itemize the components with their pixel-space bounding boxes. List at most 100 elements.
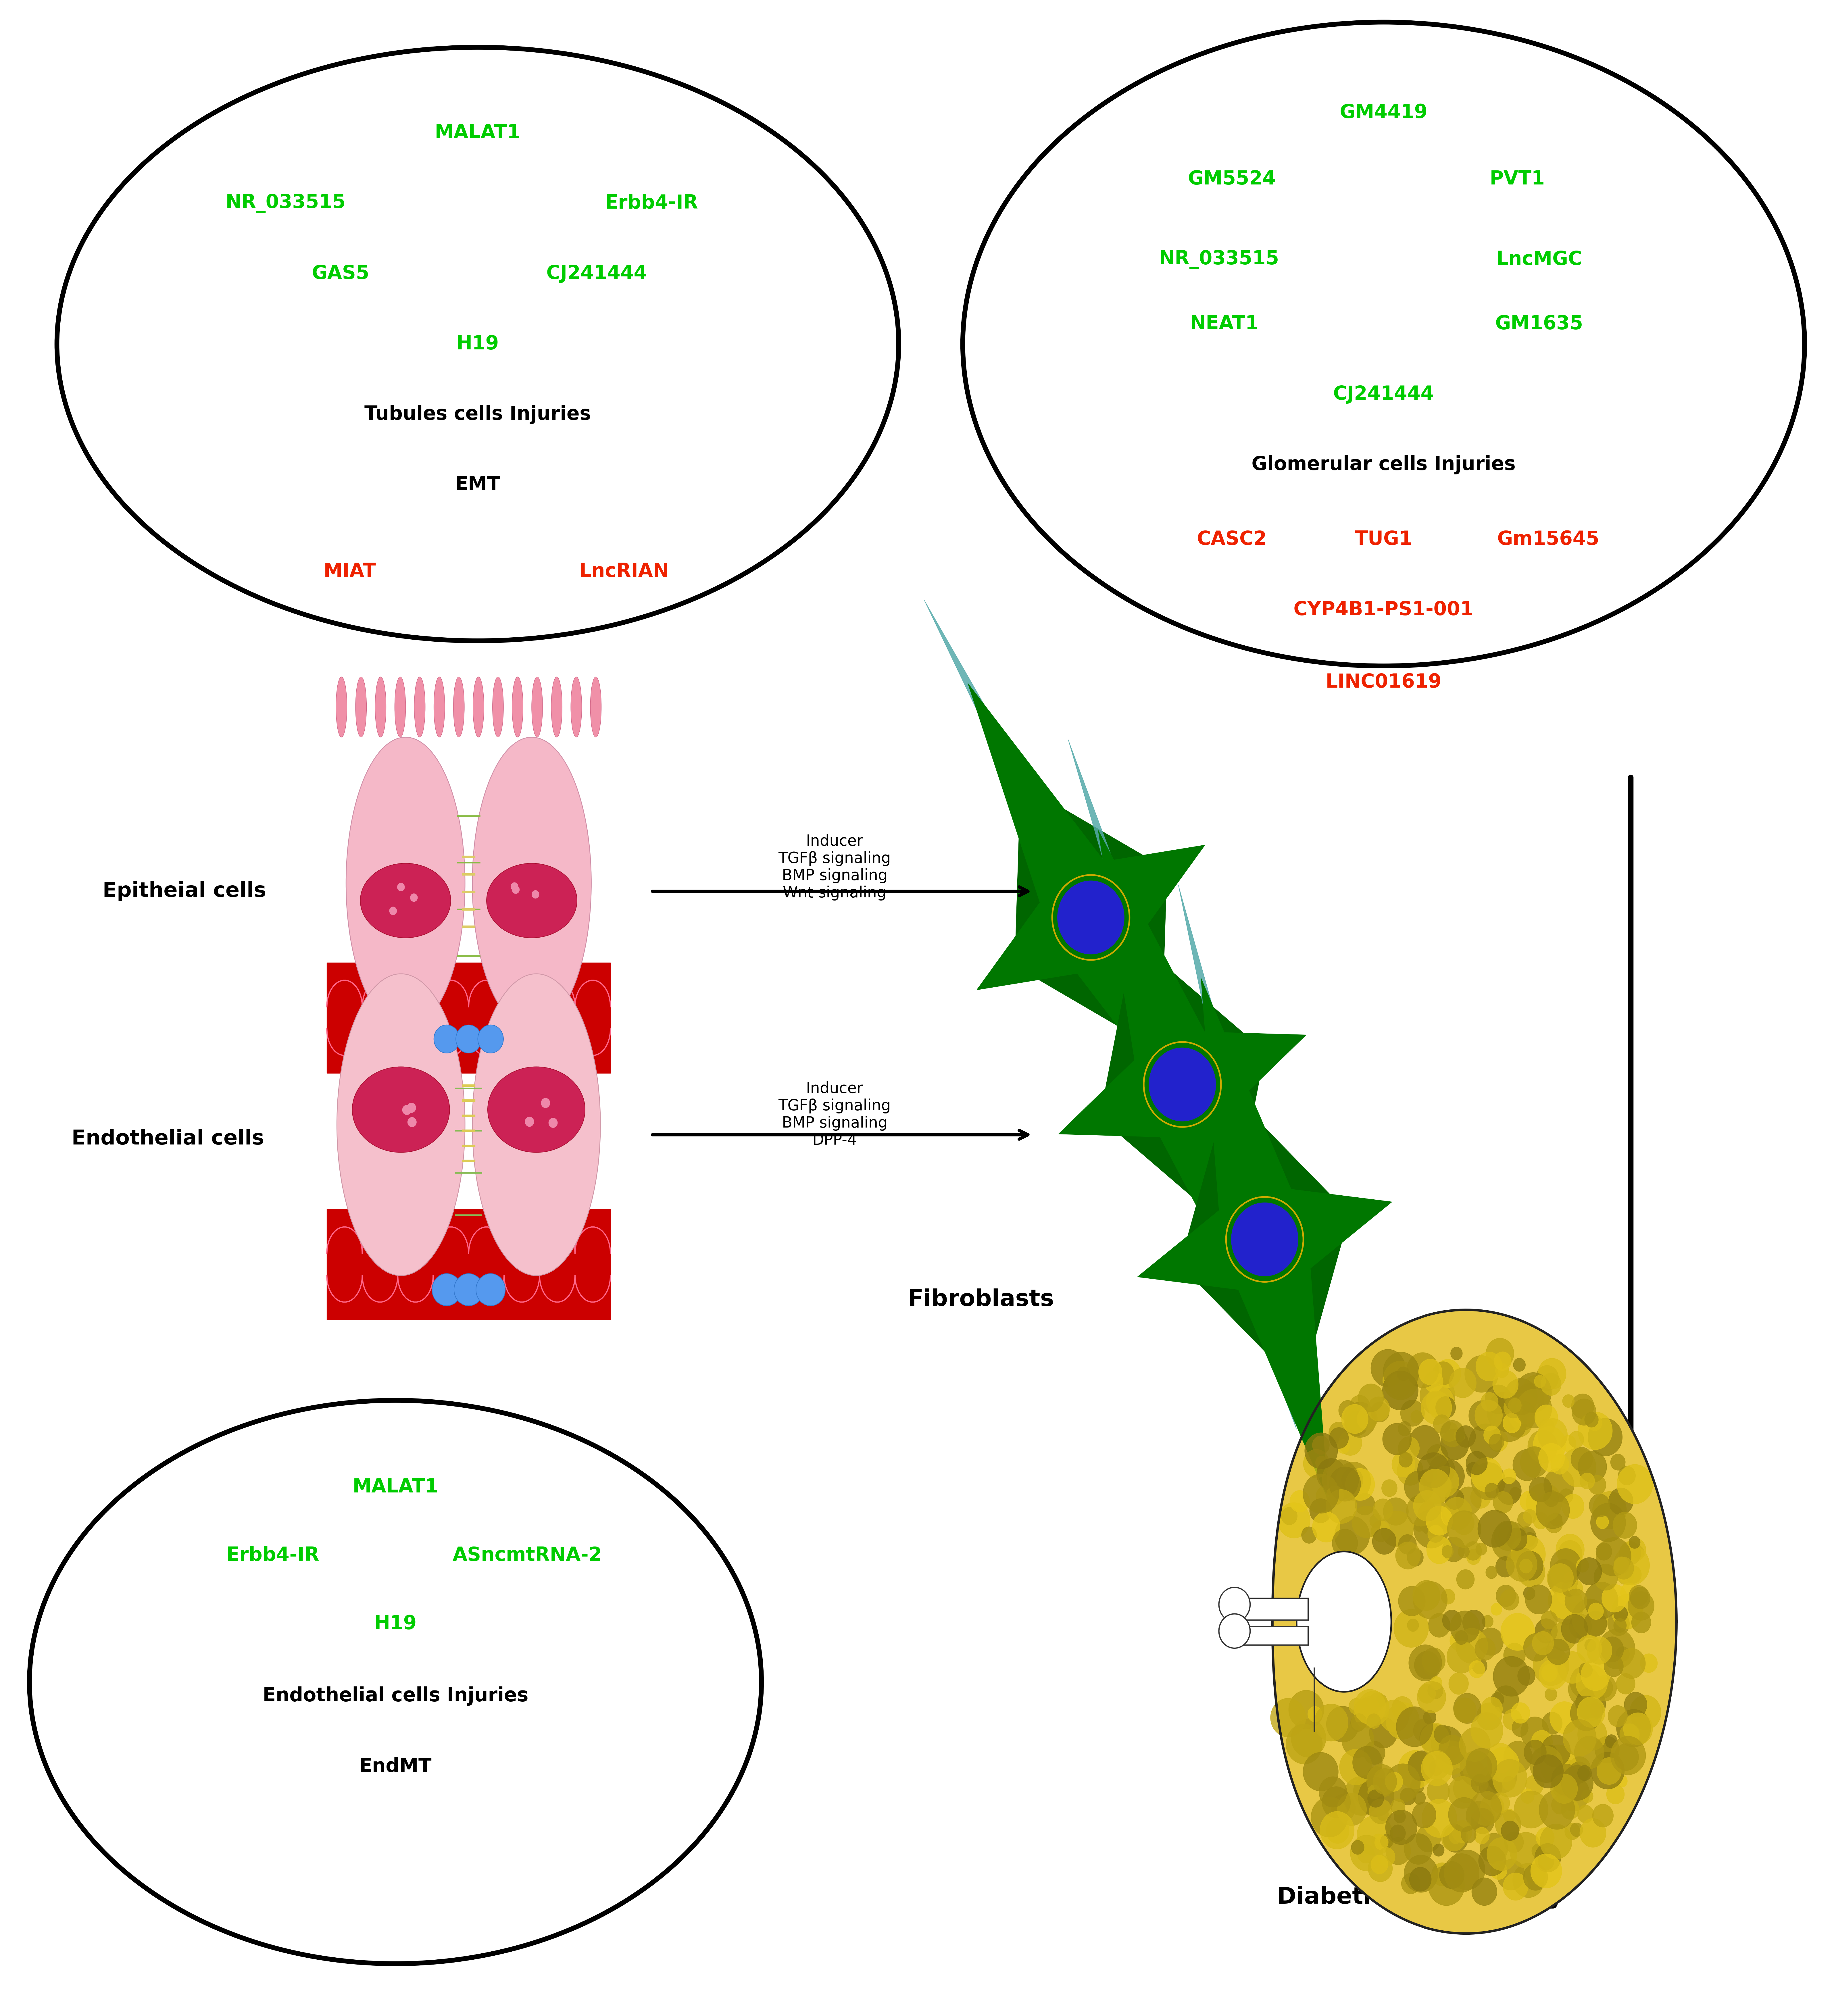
Circle shape — [1427, 1443, 1449, 1468]
Circle shape — [1630, 1695, 1662, 1730]
Circle shape — [1313, 1512, 1341, 1542]
Circle shape — [1326, 1818, 1350, 1843]
Circle shape — [1425, 1468, 1438, 1482]
Circle shape — [1588, 1415, 1601, 1431]
Circle shape — [1366, 1714, 1381, 1728]
Circle shape — [1561, 1435, 1575, 1452]
Circle shape — [1570, 1665, 1599, 1699]
Circle shape — [1148, 1048, 1216, 1121]
Circle shape — [1610, 1736, 1645, 1774]
Ellipse shape — [394, 677, 405, 738]
Circle shape — [1330, 1427, 1348, 1450]
Circle shape — [1436, 1397, 1456, 1419]
Circle shape — [1368, 1766, 1385, 1786]
Circle shape — [1588, 1476, 1607, 1494]
Ellipse shape — [570, 677, 581, 738]
Circle shape — [1398, 1458, 1423, 1486]
Circle shape — [1550, 1548, 1581, 1583]
Circle shape — [1504, 1833, 1524, 1853]
Circle shape — [1487, 1748, 1519, 1782]
Circle shape — [1500, 1589, 1519, 1611]
Circle shape — [1489, 1433, 1504, 1450]
Circle shape — [1550, 1623, 1577, 1651]
Circle shape — [1557, 1776, 1590, 1810]
Text: MALAT1: MALAT1 — [352, 1478, 438, 1496]
Circle shape — [1471, 1462, 1506, 1500]
Circle shape — [1544, 1746, 1557, 1758]
Circle shape — [1520, 1718, 1550, 1748]
Circle shape — [1370, 1855, 1388, 1875]
Circle shape — [1605, 1734, 1618, 1748]
Circle shape — [1570, 1822, 1583, 1837]
Circle shape — [1528, 1429, 1557, 1464]
Ellipse shape — [347, 738, 466, 1028]
Circle shape — [1535, 1375, 1546, 1387]
Circle shape — [1493, 1760, 1528, 1798]
Text: LncRIAN: LncRIAN — [580, 562, 669, 581]
Circle shape — [1533, 1512, 1548, 1528]
Circle shape — [1541, 1744, 1577, 1784]
Circle shape — [1517, 1550, 1542, 1581]
Circle shape — [1608, 1706, 1627, 1728]
Circle shape — [1504, 1643, 1526, 1667]
Circle shape — [1420, 1470, 1451, 1504]
Text: CASC2: CASC2 — [1198, 530, 1267, 548]
Circle shape — [1585, 1583, 1618, 1619]
Circle shape — [1487, 1837, 1517, 1871]
Circle shape — [1541, 1611, 1557, 1629]
Circle shape — [1497, 1859, 1524, 1891]
Circle shape — [1563, 1494, 1585, 1518]
Circle shape — [1541, 1824, 1572, 1859]
Ellipse shape — [552, 677, 563, 738]
Circle shape — [1544, 1687, 1557, 1702]
Circle shape — [1561, 1615, 1588, 1643]
Circle shape — [1570, 1695, 1603, 1732]
Circle shape — [548, 1119, 558, 1127]
Circle shape — [1513, 1359, 1526, 1371]
Circle shape — [1588, 1419, 1623, 1456]
Ellipse shape — [376, 677, 387, 738]
Circle shape — [1220, 1587, 1251, 1621]
Circle shape — [1396, 1708, 1432, 1746]
Circle shape — [1491, 1522, 1528, 1560]
Circle shape — [1495, 1353, 1511, 1371]
Circle shape — [532, 891, 539, 899]
Circle shape — [1526, 1774, 1544, 1794]
Circle shape — [1326, 1490, 1357, 1524]
Circle shape — [1368, 1693, 1385, 1712]
Circle shape — [1339, 1401, 1357, 1421]
Polygon shape — [1100, 939, 1265, 1230]
Circle shape — [1581, 1659, 1610, 1691]
Circle shape — [1418, 1683, 1436, 1704]
Circle shape — [1480, 1697, 1502, 1722]
Circle shape — [1539, 1359, 1566, 1389]
Circle shape — [1524, 1740, 1546, 1764]
Circle shape — [1322, 1460, 1359, 1500]
Circle shape — [1372, 1528, 1396, 1554]
Circle shape — [1383, 1371, 1418, 1409]
Ellipse shape — [29, 1401, 761, 1964]
Ellipse shape — [591, 677, 602, 738]
Circle shape — [1471, 1774, 1487, 1792]
Circle shape — [1618, 1566, 1634, 1585]
Circle shape — [1368, 1397, 1390, 1421]
Bar — [326, 1210, 611, 1320]
Circle shape — [1548, 1564, 1574, 1593]
Circle shape — [1407, 1548, 1423, 1566]
Circle shape — [1491, 1691, 1504, 1708]
Circle shape — [1597, 1758, 1621, 1784]
Circle shape — [1515, 1373, 1552, 1413]
Text: Epitheial cells: Epitheial cells — [103, 881, 266, 901]
Circle shape — [1537, 1419, 1568, 1452]
Polygon shape — [1067, 740, 1194, 1089]
Circle shape — [1453, 1512, 1475, 1534]
Circle shape — [1614, 1546, 1649, 1585]
Circle shape — [1330, 1468, 1361, 1502]
Circle shape — [1550, 1589, 1583, 1625]
Circle shape — [1357, 1845, 1374, 1863]
Circle shape — [1421, 1647, 1445, 1673]
Circle shape — [1454, 1693, 1482, 1724]
Circle shape — [1427, 1387, 1454, 1417]
Polygon shape — [1080, 909, 1258, 1236]
Circle shape — [1561, 1800, 1579, 1818]
